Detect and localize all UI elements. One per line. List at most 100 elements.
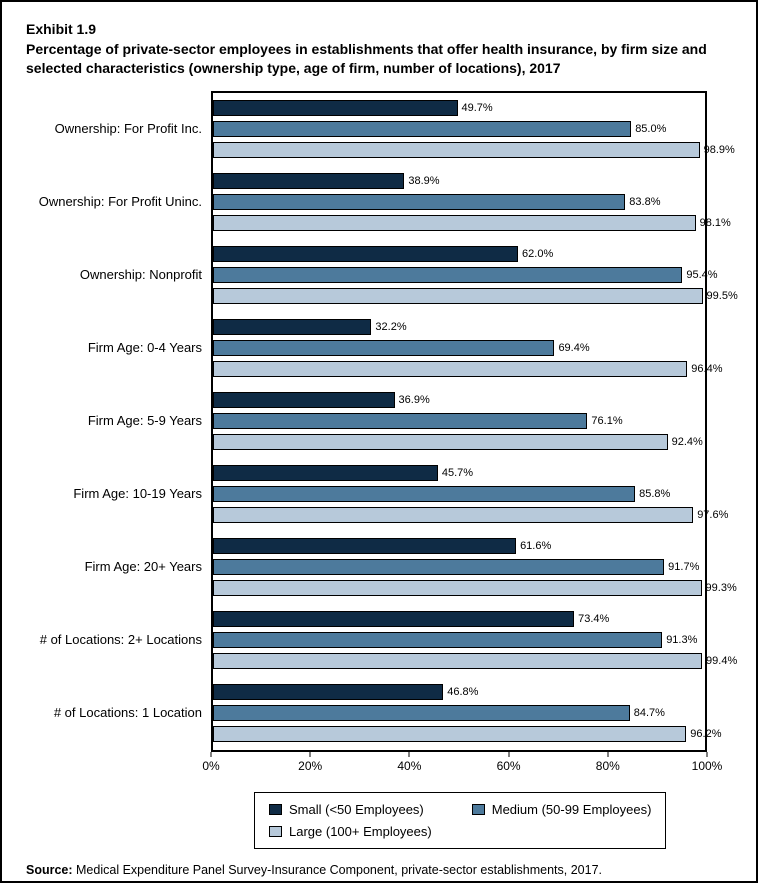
bar-small	[213, 100, 458, 117]
x-tick-mark	[607, 751, 609, 757]
category-label: # of Locations: 1 Location	[53, 705, 202, 721]
exhibit-number: Exhibit 1.9	[26, 21, 97, 37]
bar-row-large: 99.4%	[213, 653, 737, 670]
bar-row-small: 62.0%	[213, 246, 705, 263]
bar-row-large: 97.6%	[213, 507, 728, 524]
bar-large	[213, 653, 703, 670]
bar-row-small: 61.6%	[213, 538, 705, 555]
category-label: # of Locations: 2+ Locations	[39, 632, 202, 648]
x-tick-mark	[706, 751, 708, 757]
bar-medium	[213, 413, 588, 430]
bar-row-large: 92.4%	[213, 434, 705, 451]
bar-row-medium: 91.3%	[213, 632, 705, 649]
bar-small	[213, 246, 519, 263]
bar-small	[213, 392, 395, 409]
bar-row-medium: 85.8%	[213, 486, 705, 503]
x-tick-mark	[408, 751, 410, 757]
x-tick-label: 20%	[298, 758, 323, 773]
bar-group: 45.7% 85.8% 97.6%	[213, 458, 728, 531]
bar-row-large: 99.3%	[213, 580, 737, 597]
bar-value-label: 32.2%	[375, 321, 407, 334]
bar-row-large: 98.9%	[213, 142, 735, 159]
bar-row-large: 98.1%	[213, 215, 731, 232]
x-tick-label: 60%	[496, 758, 521, 773]
bar-value-label: 91.3%	[666, 634, 698, 647]
bar-value-label: 61.6%	[520, 540, 552, 553]
legend: Small (<50 Employees) Medium (50-99 Emplo…	[254, 791, 667, 849]
bar-group: 36.9% 76.1% 92.4%	[213, 385, 705, 458]
bar-large	[213, 434, 668, 451]
bar-value-label: 36.9%	[398, 394, 430, 407]
bar-value-label: 85.8%	[639, 488, 671, 501]
bar-row-small: 36.9%	[213, 392, 705, 409]
bar-value-label: 49.7%	[461, 102, 493, 115]
bar-value-label: 84.7%	[633, 707, 665, 720]
plot-area: 49.7% 85.0% 98.9% 38.9% 83.8% 98.1% 62.0% 95.4%…	[211, 90, 738, 752]
bar-value-label: 46.8%	[447, 686, 479, 699]
bar-value-label: 92.4%	[671, 436, 703, 449]
bar-medium	[213, 559, 665, 576]
bar-medium	[213, 705, 630, 722]
bar-large	[213, 361, 688, 378]
bar-value-label: 98.9%	[703, 144, 735, 157]
bar-value-label: 38.9%	[408, 175, 440, 188]
category-label: Ownership: For Profit Uninc.	[38, 194, 202, 210]
source-note: Source: Medical Expenditure Panel Survey…	[26, 862, 732, 878]
bar-row-large: 96.2%	[213, 726, 722, 743]
bar-small	[213, 465, 438, 482]
bar-group: 73.4% 91.3% 99.4%	[213, 604, 737, 677]
bar-group: 49.7% 85.0% 98.9%	[213, 93, 735, 166]
bar-row-large: 99.5%	[213, 288, 738, 305]
bar-row-medium: 83.8%	[213, 194, 705, 211]
x-tick-label: 40%	[397, 758, 422, 773]
bar-row-small: 32.2%	[213, 319, 705, 336]
bar-chart: Ownership: For Profit Inc. Ownership: For…	[26, 90, 738, 778]
bar-group: 38.9% 83.8% 98.1%	[213, 166, 731, 239]
bar-medium	[213, 486, 636, 503]
bar-small	[213, 611, 575, 628]
bar-large	[213, 215, 696, 232]
bar-medium	[213, 267, 683, 284]
category-label: Ownership: For Profit Inc.	[54, 121, 202, 137]
source-text: Medical Expenditure Panel Survey-Insuran…	[72, 862, 602, 877]
bar-row-small: 73.4%	[213, 611, 705, 628]
bar-value-label: 76.1%	[591, 415, 623, 428]
bar-large	[213, 580, 702, 597]
bar-row-medium: 85.0%	[213, 121, 705, 138]
bar-value-label: 85.0%	[635, 123, 667, 136]
bar-row-small: 49.7%	[213, 100, 705, 117]
bar-large	[213, 726, 687, 743]
bar-row-medium: 91.7%	[213, 559, 705, 576]
bar-row-medium: 69.4%	[213, 340, 705, 357]
bar-value-label: 96.2%	[690, 728, 722, 741]
bar-row-medium: 95.4%	[213, 267, 718, 284]
category-label: Firm Age: 0-4 Years	[87, 340, 202, 356]
bar-value-label: 97.6%	[697, 509, 729, 522]
bar-large	[213, 507, 694, 524]
bar-row-medium: 84.7%	[213, 705, 705, 722]
x-tick-label: 0%	[202, 758, 220, 773]
x-tick-mark	[508, 751, 510, 757]
bar-value-label: 45.7%	[441, 467, 474, 480]
bar-value-label: 96.4%	[691, 363, 723, 376]
category-label: Firm Age: 10-19 Years	[73, 486, 202, 502]
bar-medium	[213, 340, 555, 357]
x-tick-label: 100%	[691, 758, 723, 773]
x-tick-label: 80%	[595, 758, 620, 773]
bar-value-label: 62.0%	[522, 248, 554, 261]
bar-value-label: 99.4%	[706, 655, 738, 668]
chart-body: Ownership: For Profit Inc. Ownership: For…	[26, 90, 738, 752]
bar-medium	[213, 121, 632, 138]
x-tick-mark	[309, 751, 311, 757]
bar-group: 32.2% 69.4% 96.4%	[213, 312, 722, 385]
bar-row-small: 45.7%	[213, 465, 705, 482]
bar-value-label: 95.4%	[686, 269, 718, 282]
chart-header: Exhibit 1.9 Percentage of private-sector…	[26, 20, 732, 79]
y-axis-labels: Ownership: For Profit Inc. Ownership: For…	[26, 91, 211, 752]
bar-value-label: 69.4%	[558, 342, 590, 355]
legend-label: Large (100+ Employees)	[289, 823, 432, 839]
legend-item-medium: Medium (50-99 Employees)	[471, 801, 652, 817]
legend-swatch-icon	[471, 803, 485, 815]
x-axis: 0% 20% 40% 60% 80% 100%	[202, 751, 722, 778]
legend-label: Medium (50-99 Employees)	[491, 801, 652, 817]
